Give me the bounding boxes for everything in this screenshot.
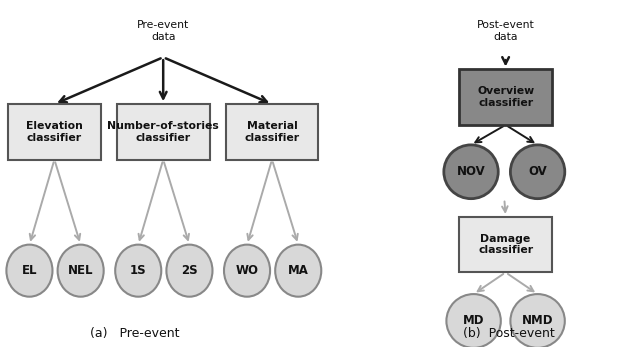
Ellipse shape xyxy=(511,145,565,198)
Text: Number-of-stories
classifier: Number-of-stories classifier xyxy=(108,121,219,143)
Ellipse shape xyxy=(444,145,498,198)
Text: Damage
classifier: Damage classifier xyxy=(478,234,533,255)
Ellipse shape xyxy=(115,245,161,297)
Text: MA: MA xyxy=(288,264,308,277)
Text: NOV: NOV xyxy=(457,165,485,178)
FancyBboxPatch shape xyxy=(460,217,552,272)
Text: (a)   Pre-event: (a) Pre-event xyxy=(90,327,179,340)
Text: 1S: 1S xyxy=(130,264,147,277)
Ellipse shape xyxy=(224,245,270,297)
FancyBboxPatch shape xyxy=(8,104,101,160)
Text: Elevation
classifier: Elevation classifier xyxy=(26,121,83,143)
Ellipse shape xyxy=(447,294,501,347)
Ellipse shape xyxy=(166,245,212,297)
FancyBboxPatch shape xyxy=(116,104,210,160)
Text: Pre-event
data: Pre-event data xyxy=(137,20,189,42)
Text: OV: OV xyxy=(528,165,547,178)
Text: Material
classifier: Material classifier xyxy=(244,121,300,143)
FancyBboxPatch shape xyxy=(226,104,319,160)
Text: NMD: NMD xyxy=(522,314,554,328)
Text: WO: WO xyxy=(236,264,259,277)
Text: NEL: NEL xyxy=(68,264,93,277)
FancyBboxPatch shape xyxy=(460,69,552,125)
Ellipse shape xyxy=(6,245,52,297)
Text: EL: EL xyxy=(22,264,37,277)
Text: Post-event
data: Post-event data xyxy=(477,20,534,42)
Text: Overview
classifier: Overview classifier xyxy=(477,86,534,108)
Ellipse shape xyxy=(511,294,565,347)
Ellipse shape xyxy=(58,245,104,297)
Ellipse shape xyxy=(275,245,321,297)
Text: (b)  Post-event: (b) Post-event xyxy=(463,327,555,340)
Text: 2S: 2S xyxy=(181,264,198,277)
Text: MD: MD xyxy=(463,314,484,328)
